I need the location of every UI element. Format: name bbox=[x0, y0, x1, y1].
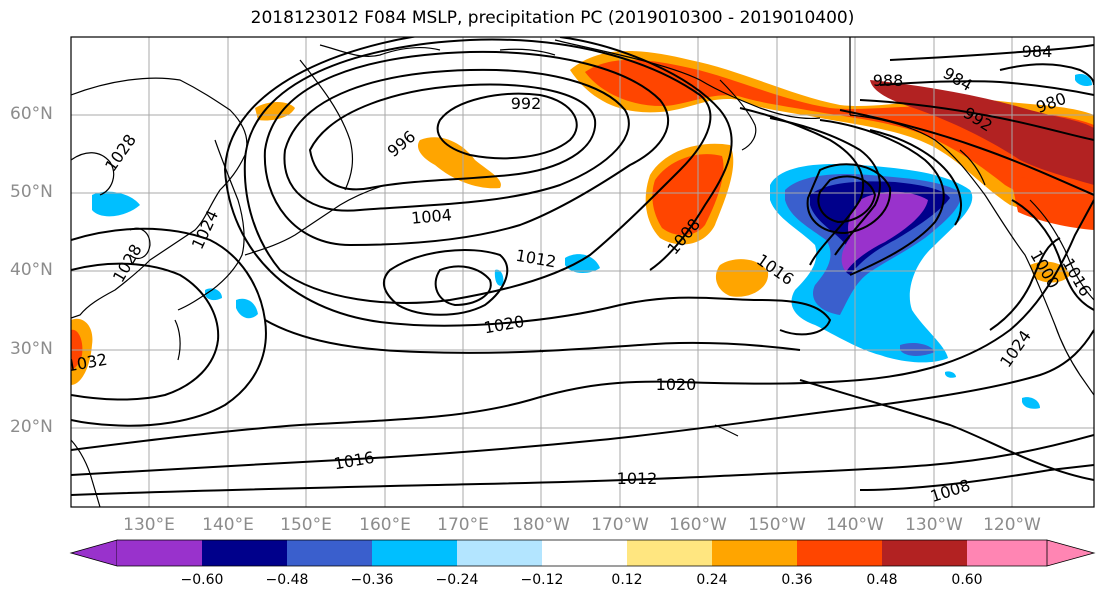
isobar-label: 992 bbox=[511, 94, 542, 113]
lon-label: 140°E bbox=[202, 515, 254, 535]
isobar-label: 988 bbox=[873, 71, 904, 90]
colorbar-tick-label: 0.36 bbox=[781, 572, 813, 588]
lat-label: 50°N bbox=[10, 182, 53, 202]
colorbar-tick-label: 0.12 bbox=[611, 572, 643, 588]
map-title: 2018123012 F084 MSLP, precipitation PC (… bbox=[250, 8, 855, 28]
lon-label: 150°E bbox=[280, 515, 332, 535]
isobar-label: 984 bbox=[1022, 42, 1053, 61]
lat-label: 20°N bbox=[10, 417, 53, 437]
lon-label: 160°E bbox=[359, 515, 411, 535]
colorbar-tick-label: −0.36 bbox=[350, 572, 394, 588]
isobars bbox=[71, 37, 1094, 496]
lon-label: 160°W bbox=[669, 515, 727, 535]
lon-label: 170°E bbox=[437, 515, 489, 535]
lon-label: 130°W bbox=[905, 515, 963, 535]
colorbar-tick-label: −0.12 bbox=[520, 572, 564, 588]
lat-label: 60°N bbox=[10, 104, 53, 124]
colorbar-tick-label: 0.48 bbox=[866, 572, 898, 588]
colorbar-tick-label: 0.24 bbox=[696, 572, 728, 588]
map-frame bbox=[70, 36, 1095, 508]
lon-label: 150°W bbox=[748, 515, 806, 535]
lon-label: 170°W bbox=[591, 515, 649, 535]
precip-shading bbox=[71, 50, 1094, 409]
lat-label: 40°N bbox=[10, 260, 53, 280]
lon-label: 120°W bbox=[983, 515, 1041, 535]
colorbar-tick-label: −0.48 bbox=[265, 572, 309, 588]
lon-label: 130°E bbox=[123, 515, 175, 535]
isobar-label: 1004 bbox=[410, 205, 452, 227]
colorbar bbox=[69, 539, 1096, 567]
lat-label: 30°N bbox=[10, 339, 53, 359]
lon-label: 140°W bbox=[826, 515, 884, 535]
colorbar-tick-label: −0.60 bbox=[180, 572, 224, 588]
lon-label: 180°W bbox=[512, 515, 570, 535]
isobar-label: 1012 bbox=[617, 469, 658, 488]
isobar-label: 1020 bbox=[656, 375, 697, 394]
colorbar-tick-label: 0.60 bbox=[951, 572, 983, 588]
colorbar-tick-label: −0.24 bbox=[435, 572, 479, 588]
